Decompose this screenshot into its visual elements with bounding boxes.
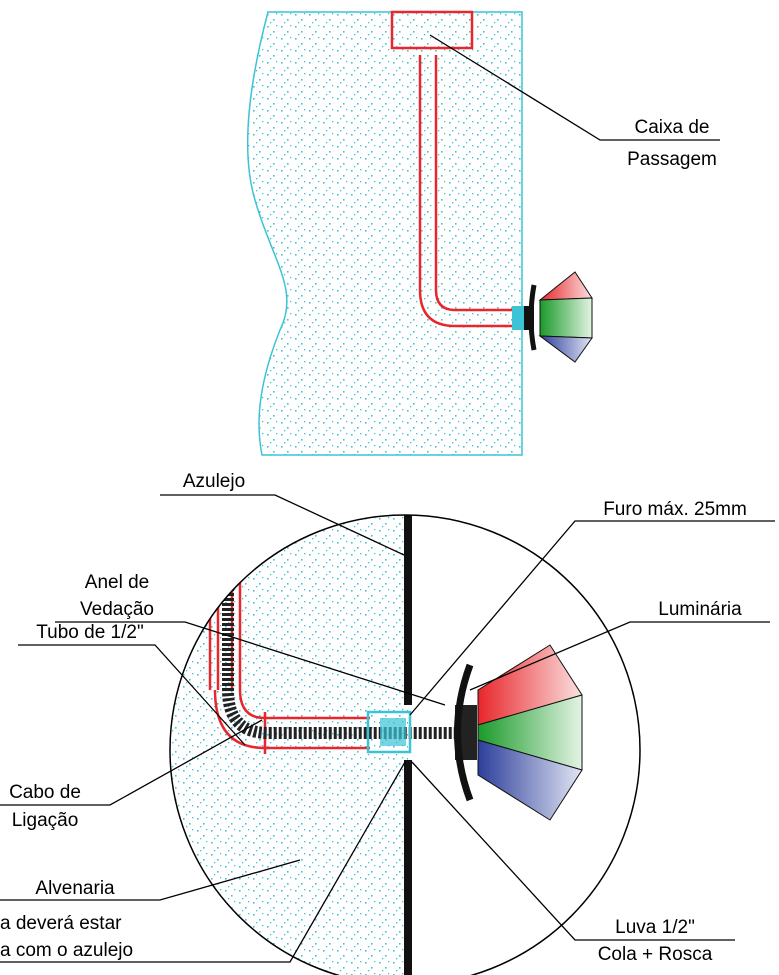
label: Caixa de xyxy=(635,117,710,138)
diagram: Caixa de Passagem Azulejo Furo máx. 25mm… xyxy=(0,0,779,975)
fitting xyxy=(512,306,524,330)
label: Anel de xyxy=(85,572,149,593)
label: Ligação xyxy=(12,810,79,831)
fixture-top xyxy=(524,272,592,362)
label: Vedação xyxy=(80,599,154,620)
label: Luminária xyxy=(658,599,742,620)
label: a com o azulejo xyxy=(0,940,133,961)
label: Azulejo xyxy=(183,471,245,492)
detail xyxy=(160,510,460,975)
label: Luva 1/2" xyxy=(615,917,695,938)
page: {"labels": { "caixa_de_passagem": ["Caix… xyxy=(0,0,779,975)
fixture xyxy=(455,645,582,820)
label: a deverá estar xyxy=(0,913,122,934)
label: Cola + Rosca xyxy=(598,944,713,965)
label: Cabo de xyxy=(9,782,81,803)
label: Furo máx. 25mm xyxy=(603,499,747,520)
label: Tubo de 1/2" xyxy=(36,622,143,643)
label: Alvenaria xyxy=(35,878,115,899)
label: Passagem xyxy=(627,149,717,170)
wall xyxy=(248,12,522,455)
